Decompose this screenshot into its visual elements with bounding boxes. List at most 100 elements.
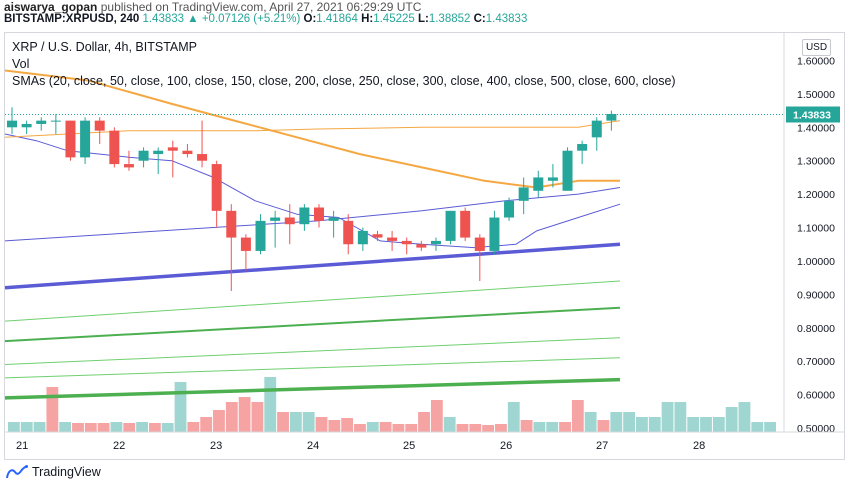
volume-bar: [559, 422, 571, 432]
candle-body: [416, 244, 427, 248]
volume-bar: [315, 417, 328, 432]
volume-bar: [443, 417, 456, 432]
candle-body: [153, 150, 164, 155]
volume-bar: [430, 400, 443, 432]
candle-body: [240, 237, 251, 251]
candle-body: [123, 164, 134, 168]
volume-bar: [251, 402, 264, 432]
price-change: ▲ +0.07126 (+5.21%): [187, 13, 301, 25]
volume-bar: [456, 424, 469, 432]
volume-bar: [636, 417, 648, 432]
volume-bar: [97, 423, 110, 432]
x-tick-label: 24: [307, 440, 319, 452]
volume-bar: [571, 400, 584, 432]
price-tag: [786, 106, 840, 123]
sma-line: [4, 357, 621, 379]
volume-bar: [379, 422, 392, 432]
low-value: 1.38852: [428, 13, 471, 25]
volume-legend: Vol: [12, 57, 30, 71]
candle-body: [591, 120, 602, 138]
sma-line: [4, 242, 621, 290]
candle-body: [460, 210, 471, 238]
candle-body: [226, 210, 237, 238]
candle-body: [430, 240, 441, 245]
volume-bar: [687, 417, 700, 432]
candle-body: [547, 177, 558, 181]
volume-bar: [8, 422, 20, 432]
volume-bar: [584, 412, 597, 432]
sma-line: [4, 280, 621, 322]
y-tick-label: 1.20000: [797, 189, 835, 201]
x-tick-label: 22: [113, 440, 125, 452]
volume-bar: [20, 422, 33, 432]
candle-body: [562, 150, 573, 191]
volume-bar: [148, 423, 161, 432]
open-label: O:: [303, 13, 317, 25]
y-tick-label: 0.90000: [797, 289, 835, 301]
candle-body: [284, 217, 295, 225]
volume-bar: [136, 422, 148, 432]
volume-bar: [84, 423, 97, 432]
y-tick-label: 0.60000: [797, 390, 835, 402]
chart-frame[interactable]: [4, 32, 845, 460]
symbol-ohlc-line: BITSTAMP:XRPUSD, 240 1.43833 ▲ +0.07126 …: [4, 13, 527, 25]
candle-body: [401, 240, 412, 245]
x-tick-label: 25: [403, 440, 415, 452]
y-tick-label: 1.60000: [797, 56, 835, 68]
y-tick-label: 0.70000: [797, 356, 835, 368]
volume-bar: [507, 402, 520, 432]
volume-bar: [623, 412, 636, 432]
volume-bar: [495, 424, 507, 432]
brand-footer[interactable]: TradingView: [6, 465, 101, 479]
volume-bar: [418, 412, 430, 432]
sma-line: [4, 120, 621, 138]
volume-bar: [238, 397, 251, 432]
candle-body: [504, 200, 515, 218]
candle-body: [387, 237, 398, 241]
volume-bar: [533, 422, 546, 432]
volume-bar: [302, 412, 315, 432]
candle-body: [182, 150, 193, 155]
tradingview-logo-icon: [6, 465, 28, 479]
candle-body: [518, 187, 529, 201]
volume-bar: [546, 422, 559, 432]
volume-bar: [161, 423, 174, 432]
candle-body: [167, 147, 178, 151]
y-tick-label: 1.50000: [797, 89, 835, 101]
author-name[interactable]: aiswarya_gopan: [4, 0, 98, 14]
volume-bar: [200, 417, 213, 432]
volume-bar: [277, 412, 289, 432]
candle-body: [21, 123, 32, 128]
volume-bar: [751, 422, 764, 432]
y-tick-label: 1.00000: [797, 256, 835, 268]
candle-body: [577, 144, 588, 151]
candle-body: [533, 177, 544, 191]
low-label: L:: [417, 13, 429, 25]
volume-bar: [610, 412, 623, 432]
open-value: 1.41864: [316, 13, 358, 25]
y-tick-label: 0.50000: [797, 423, 835, 435]
sma-legend: SMAs (20, close, 50, close, 100, close, …: [12, 74, 676, 88]
volume-bar: [264, 377, 277, 432]
volume-bar: [520, 420, 533, 432]
close-value: 1.43833: [485, 13, 528, 25]
candle-body: [36, 120, 47, 124]
currency-badge[interactable]: USD: [802, 39, 831, 56]
volume-bar: [700, 417, 712, 432]
volume-bar: [187, 422, 200, 432]
candle-body: [94, 120, 105, 131]
candle-body: [255, 220, 266, 251]
volume-bar: [392, 424, 405, 432]
x-tick-label: 26: [500, 440, 512, 452]
candle-body: [474, 237, 485, 251]
y-tick-label: 0.80000: [797, 323, 835, 335]
x-tick-label: 21: [16, 440, 28, 452]
candle-body: [270, 217, 281, 221]
last-price: 1.43833: [142, 13, 185, 25]
volume-bar: [213, 410, 225, 432]
candle-body: [138, 150, 149, 161]
volume-bar: [123, 423, 136, 432]
high-value: 1.45225: [373, 13, 415, 25]
volume-bar: [328, 420, 341, 432]
